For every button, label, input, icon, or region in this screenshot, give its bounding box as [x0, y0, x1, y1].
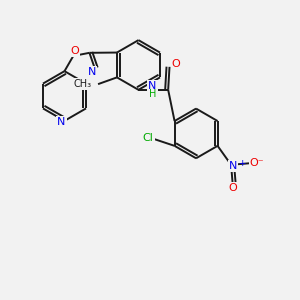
Text: N: N	[228, 161, 237, 171]
Text: H: H	[149, 89, 156, 99]
Text: N: N	[57, 117, 66, 127]
Text: +: +	[238, 159, 245, 168]
Text: O: O	[172, 59, 181, 70]
Text: O⁻: O⁻	[250, 158, 265, 168]
Text: N: N	[148, 81, 157, 91]
Text: O: O	[70, 46, 79, 56]
Text: Cl: Cl	[143, 133, 154, 142]
Text: N: N	[88, 67, 97, 77]
Text: CH₃: CH₃	[73, 79, 92, 89]
Text: O: O	[228, 183, 237, 193]
